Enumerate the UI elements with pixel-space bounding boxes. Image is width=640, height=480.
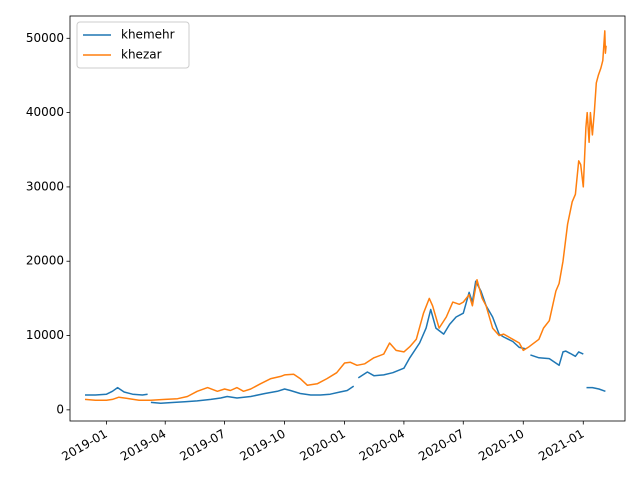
series-line-khezar-segment-1 xyxy=(84,30,607,401)
legend-box xyxy=(76,21,190,69)
series-line-khemehr-segment-3 xyxy=(357,280,527,379)
legend-label-khemehr: khemehr xyxy=(121,28,175,42)
legend-label-khezar: khezar xyxy=(121,48,162,62)
series-layer xyxy=(84,30,607,404)
series-line-khemehr-segment-1 xyxy=(85,386,148,396)
series-line-khemehr-segment-4 xyxy=(530,350,584,367)
y-tick-label: 0 xyxy=(56,402,64,416)
y-tick-label: 50000 xyxy=(26,31,64,45)
y-tick-label: 30000 xyxy=(26,179,64,193)
legend: khemehr khezar xyxy=(76,21,190,69)
series-line-khemehr-segment-5 xyxy=(586,386,606,393)
series-line-khemehr-segment-2 xyxy=(150,385,355,404)
y-tick-label: 20000 xyxy=(26,254,64,268)
plot-area-frame xyxy=(69,15,626,422)
y-tick-label: 40000 xyxy=(26,105,64,119)
y-axis: 0 10000 20000 30000 40000 50000 xyxy=(26,31,70,416)
y-tick-label: 10000 xyxy=(26,328,64,342)
